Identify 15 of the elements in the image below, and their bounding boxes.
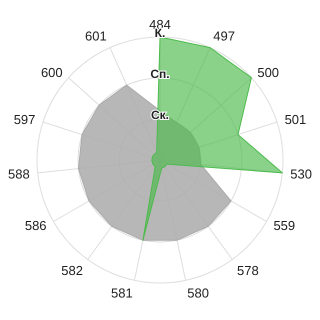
spoke-label: 600 (40, 64, 63, 80)
y-tick-label: Ск. (150, 108, 170, 122)
spoke-label: 530 (290, 166, 312, 182)
spoke-label: 501 (284, 112, 306, 128)
spoke-label: 497 (213, 28, 235, 44)
spoke-label: 500 (257, 64, 280, 80)
spoke-label: 580 (187, 285, 209, 300)
spoke-label: 588 (8, 166, 30, 182)
spoke-label: 601 (85, 28, 107, 44)
spoke-label: 559 (273, 218, 296, 234)
spoke-label: 578 (237, 263, 259, 278)
spoke-label: 597 (14, 112, 36, 128)
spoke-label: 586 (24, 218, 47, 234)
spoke-label: 582 (61, 263, 83, 278)
spoke-label: 581 (111, 285, 133, 300)
